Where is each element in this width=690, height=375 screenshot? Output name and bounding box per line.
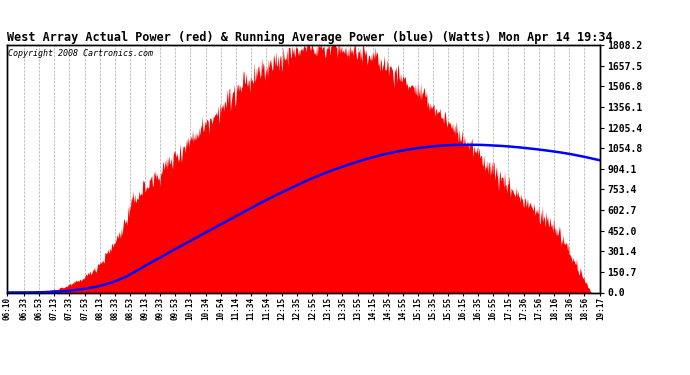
Text: West Array Actual Power (red) & Running Average Power (blue) (Watts) Mon Apr 14 : West Array Actual Power (red) & Running … [7,31,613,44]
Text: Copyright 2008 Cartronics.com: Copyright 2008 Cartronics.com [8,49,153,58]
